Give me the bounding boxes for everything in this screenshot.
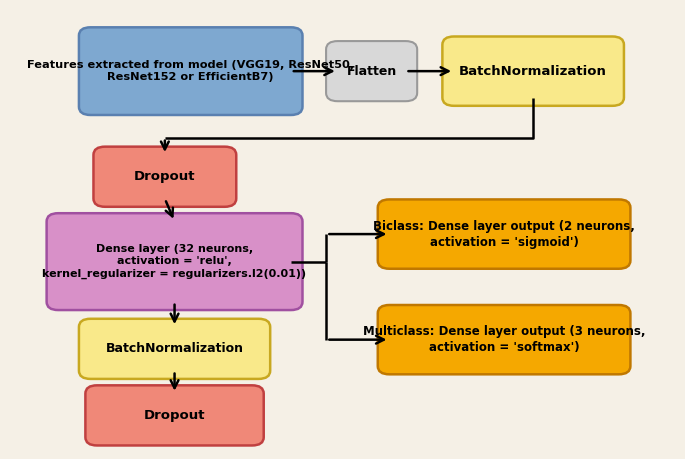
FancyBboxPatch shape [377, 199, 630, 269]
Text: Dropout: Dropout [144, 409, 206, 422]
FancyBboxPatch shape [47, 213, 303, 310]
Text: Features extracted from model (VGG19, ResNet50,
ResNet152 or EfficientB7): Features extracted from model (VGG19, Re… [27, 60, 354, 82]
Text: Dense layer (32 neurons,
activation = 'relu',
kernel_regularizer = regularizers.: Dense layer (32 neurons, activation = 'r… [42, 244, 307, 279]
FancyBboxPatch shape [86, 386, 264, 445]
Text: Flatten: Flatten [347, 65, 397, 78]
Text: Multiclass: Dense layer output (3 neurons,
activation = 'softmax'): Multiclass: Dense layer output (3 neuron… [363, 325, 645, 354]
Text: Biclass: Dense layer output (2 neurons,
activation = 'sigmoid'): Biclass: Dense layer output (2 neurons, … [373, 219, 635, 249]
Text: Dropout: Dropout [134, 170, 196, 183]
Text: BatchNormalization: BatchNormalization [105, 342, 244, 355]
FancyBboxPatch shape [377, 305, 630, 375]
FancyBboxPatch shape [79, 28, 303, 115]
Text: BatchNormalization: BatchNormalization [459, 65, 607, 78]
FancyBboxPatch shape [93, 147, 236, 207]
FancyBboxPatch shape [326, 41, 417, 101]
FancyBboxPatch shape [79, 319, 270, 379]
FancyBboxPatch shape [443, 37, 624, 106]
FancyBboxPatch shape [29, 0, 685, 459]
